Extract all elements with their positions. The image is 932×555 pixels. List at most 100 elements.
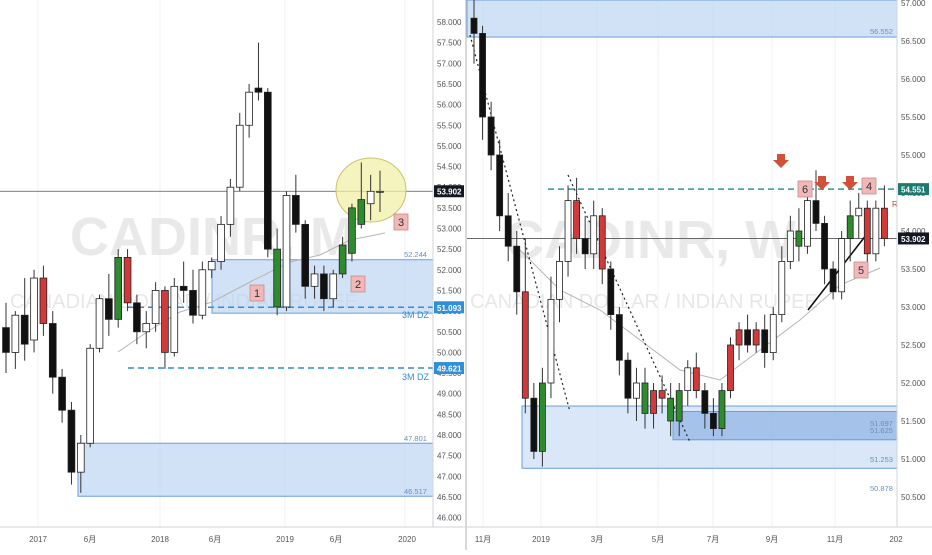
zone-price-label: 47.801 [404,434,427,443]
edge-label: R [892,200,898,209]
candle-body [547,298,555,384]
candle-body [105,298,113,320]
y-tick-label: 48.500 [437,410,462,419]
y-tick-label: 47.000 [437,472,462,481]
candle-body [564,200,572,262]
candle-body [58,376,66,411]
zone-price-label: 51.253 [870,455,893,464]
x-tick-label: 7月 [707,535,719,544]
x-tick-label: 6月 [209,535,221,544]
y-tick-label: 56.000 [437,101,462,110]
y-tick-label: 57.500 [437,39,462,48]
price-tag [434,362,464,375]
candle-body [521,291,529,399]
down-arrow-icon [842,176,858,190]
candle-body [263,91,272,250]
candle-body [795,230,803,247]
y-tick-label: 48.000 [437,431,462,440]
candle-body [872,207,880,255]
candle-body [301,223,309,287]
candle-body [338,244,347,275]
candle-body [245,91,253,126]
zone-price-label: 56.552 [870,27,893,36]
candle-body [718,390,726,430]
candle-body [207,261,216,271]
candle-body [479,33,486,118]
candle-body [650,390,657,414]
y-tick-label: 47.500 [437,452,462,461]
price-tag-label: 49.621 [437,365,462,374]
candle-body [530,397,538,452]
x-tick-label: 2020 [398,535,416,544]
candle-body [692,367,700,391]
y-tick-label: 56.500 [437,80,462,89]
price-tag [434,185,464,198]
candle-body [846,215,854,240]
x-tick-label: 2017 [29,535,47,544]
x-tick-label: 6月 [84,535,96,544]
y-tick-label: 53.000 [437,225,462,234]
zone-price-label: 52.244 [404,250,427,259]
candle-body [77,442,85,473]
y-tick-label: 58.000 [437,18,462,27]
candle-body [11,314,20,353]
candle-body [573,200,580,240]
candle-body [496,154,504,217]
candle-body [310,273,319,287]
y-tick-label: 50.500 [437,328,462,337]
y-tick-label: 54.500 [437,163,462,172]
x-tick-label: 9月 [766,535,778,544]
candle-body [821,222,828,270]
candle-body [329,273,338,300]
annotation-box [853,261,869,279]
candle-body [812,200,820,224]
candle-body [786,230,794,262]
candle-body [357,199,366,225]
candle-body [778,260,786,315]
candle-body [30,277,38,341]
annotation-box-label: 4 [866,181,872,193]
candle-body [123,257,132,304]
trendline-dotted [567,174,691,443]
y-tick-label: 51.500 [901,417,926,426]
y-tick-label: 50.500 [901,493,926,502]
level-label-3m-dz: 3M DZ [402,310,430,320]
candle-body [2,327,10,353]
candle-body [366,190,375,205]
candle-body [504,215,512,247]
y-tick-label: 55.500 [901,113,926,122]
candle-body [684,367,692,391]
candle-body [170,285,179,353]
y-tick-label: 55.000 [437,142,462,151]
annotation-box-label: 1 [254,288,260,300]
candle-body [539,382,546,452]
candle-body [752,329,760,346]
candle-body [598,215,606,270]
candle-body [95,298,104,349]
candle-body [217,223,225,262]
demand-zone-inner [672,411,898,441]
candle-body [675,390,683,422]
y-tick-label: 57.000 [437,59,462,68]
candle-body [701,390,709,414]
supply-zone [466,0,898,38]
candle-body [556,260,563,300]
candle-body [641,382,649,414]
y-tick-label: 50.000 [437,348,462,357]
price-tag-label: 51.093 [437,304,462,313]
level-label-3m-dz: 3M DZ [402,372,430,382]
y-tick-label: 52.500 [901,341,926,350]
demand-zone [77,442,434,497]
candle-body [590,215,598,255]
annotation-box [393,213,409,231]
x-tick-label: 5月 [652,535,664,544]
y-tick-label: 56.500 [901,37,926,46]
price-tag [434,301,464,314]
candle-body [235,124,244,188]
x-tick-label: 2018 [151,535,169,544]
price-tag-label: 54.551 [901,186,926,195]
candle-body [727,344,734,391]
